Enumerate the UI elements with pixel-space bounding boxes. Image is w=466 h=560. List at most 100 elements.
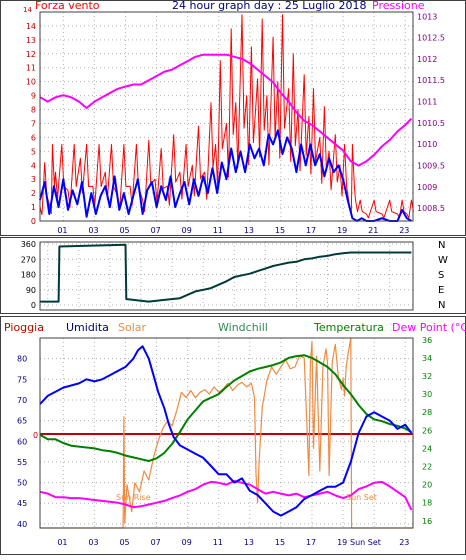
sunrise-label: Sun Rise: [116, 493, 151, 502]
humidity-tick-label: 65: [17, 417, 27, 426]
sunset-label: Sun Set: [346, 493, 377, 502]
time-tick-label: 17: [306, 226, 316, 235]
time-tick-label: 19: [337, 538, 347, 547]
time-tick-label: 09: [182, 538, 192, 547]
wind-tick-label: 3: [31, 175, 36, 184]
pressure-tick-label: 1010: [417, 140, 437, 149]
humidity-tick-label: 55: [17, 458, 27, 467]
humidity-tick-label: 70: [17, 396, 27, 405]
time-tick-label: 11: [213, 226, 223, 235]
pressure-axis-ticks: 1008.5 1009 1009.5 1010 1010.5 1011 1011.5 1012…: [417, 12, 445, 213]
pressure-tick-label: 1009: [417, 183, 437, 192]
direction-tick-label: 0: [31, 301, 36, 310]
pressure-tick-label: 1008.5: [417, 204, 445, 213]
compass-label: W: [438, 255, 448, 266]
panel3-series: [39, 337, 413, 529]
legend-solar: Solar: [118, 321, 147, 334]
wind-tick-label: 4: [31, 161, 36, 170]
panel3-plot-border: [39, 337, 414, 529]
panel2-frame: [0, 237, 466, 314]
humidity-tick-label: 40: [17, 520, 27, 529]
temperature-axis-ticks: 16 18 20 22 24 26 28 30 32 34 36: [422, 336, 432, 526]
temperature-tick-label: 18: [422, 499, 432, 508]
wind-top-tick: 14: [23, 6, 32, 14]
compass-label: N: [438, 240, 445, 251]
chart-title: 24 hour graph day : 25 Luglio 2018: [172, 0, 367, 12]
wind-tick-label: 8: [31, 106, 36, 115]
pressure-tick-label: 1012.5: [417, 34, 445, 43]
pressure-tick-label: 1011: [417, 98, 437, 107]
humidity-tick-label: 45: [17, 499, 27, 508]
pressure-axis-label: Pressione: [372, 0, 425, 12]
time-tick-label: 15: [275, 538, 285, 547]
time-tick-label: 13: [244, 226, 254, 235]
direction-tick-label: 360: [21, 240, 36, 249]
wind-tick-label: 14: [26, 22, 36, 31]
time-tick-label: 23: [399, 538, 409, 547]
compass-label: E: [438, 285, 444, 296]
pressure-tick-label: 1009.5: [417, 162, 445, 171]
wind-tick-label: 12: [26, 50, 36, 59]
humidity-tick-label: 60: [17, 437, 27, 446]
time-tick-label: 21: [368, 226, 378, 235]
temperature-tick-label: 36: [422, 336, 432, 345]
pressure-tick-label: 1011.5: [417, 76, 445, 85]
wind-avg-line: [39, 129, 412, 222]
pressure-tick-label: 1013: [417, 12, 437, 21]
panel2-series: [40, 243, 412, 303]
wind-tick-label: 10: [26, 78, 36, 87]
legend-windchill: Windchill: [218, 321, 268, 334]
temperature-tick-label: 24: [422, 444, 432, 453]
wind-tick-label: 13: [26, 36, 36, 45]
time-tick-label: 01: [57, 226, 67, 235]
panel2-plot-border: [39, 241, 414, 311]
compass-label: S: [438, 270, 444, 281]
pressure-tick-label: 1012: [417, 55, 437, 64]
temperature-line: [39, 354, 412, 462]
panel1-plot-border: [39, 11, 414, 222]
time-tick-label: 17: [306, 538, 316, 547]
solar-line: [40, 337, 413, 529]
dewpoint-line: [39, 480, 413, 511]
direction-tick-label: 270: [21, 255, 36, 264]
compass-label: N: [438, 300, 445, 311]
wind-tick-label: 2: [31, 189, 36, 198]
wind-tick-label: 9: [31, 92, 36, 101]
time-tick-label: 19: [337, 226, 347, 235]
pressure-line: [39, 53, 413, 167]
wind-gust-line: [39, 14, 414, 219]
sunset-tick-label: Sun Set: [350, 538, 381, 547]
panel3-time-ticks: 01 03 05 07 09 11 13 15 17 19 23 Sun Set: [57, 538, 409, 547]
time-tick-label: 01: [57, 538, 67, 547]
time-tick-label: 15: [275, 226, 285, 235]
time-tick-label: 05: [119, 226, 129, 235]
legend-humidity: Umidita: [66, 321, 109, 334]
wind-tick-label: 7: [31, 119, 36, 128]
humidity-line: [39, 345, 413, 517]
humidity-tick-label: 75: [17, 375, 27, 384]
time-tick-label: 03: [88, 226, 98, 235]
panel2-grid: [40, 242, 413, 310]
time-tick-label: 11: [213, 538, 223, 547]
legend-rain: Pioggia: [4, 321, 44, 334]
temperature-tick-label: 20: [422, 481, 432, 490]
legend-dewpoint: Dew Point (°C): [392, 321, 466, 334]
time-tick-label: 07: [151, 538, 161, 547]
time-tick-label: 13: [244, 538, 254, 547]
humidity-tick-label: 50: [17, 479, 27, 488]
temperature-tick-label: 22: [422, 462, 432, 471]
panel3-frame: [0, 316, 466, 555]
panel1-series: [39, 14, 414, 222]
temperature-tick-label: 34: [422, 354, 432, 363]
direction-line: [40, 243, 412, 303]
direction-tick-label: 180: [21, 271, 36, 280]
time-tick-label: 07: [151, 226, 161, 235]
time-tick-label: 09: [182, 226, 192, 235]
humidity-axis-ticks: 40 45 50 55 60 65 70 75 80: [17, 355, 27, 529]
time-tick-label: 23: [399, 226, 409, 235]
wind-tick-label: 11: [26, 64, 36, 73]
